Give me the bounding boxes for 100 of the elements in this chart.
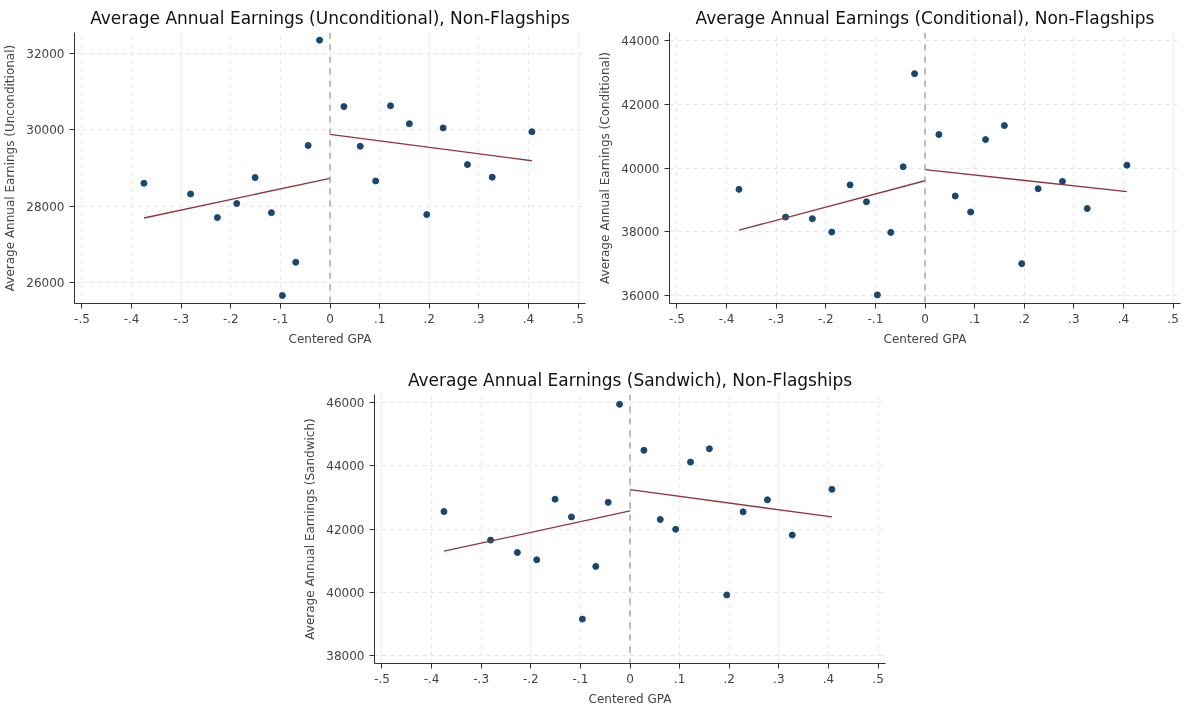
point xyxy=(592,562,600,570)
chart-title: Average Annual Earnings (Sandwich), Non-Flagships xyxy=(407,369,853,390)
point xyxy=(640,446,648,454)
x-axis-title: Centered GPA xyxy=(588,691,673,706)
x-tick-label: -.2 xyxy=(817,311,834,326)
point xyxy=(656,515,664,523)
x-tick-label: .4 xyxy=(522,311,535,326)
y-tick-label: 44000 xyxy=(326,459,365,474)
point xyxy=(911,70,919,78)
x-tick-label: .2 xyxy=(1018,311,1030,326)
y-tick-label: 30000 xyxy=(26,123,65,138)
x-tick-label: -.3 xyxy=(768,311,785,326)
y-tick-label: 42000 xyxy=(326,522,365,537)
x-tick-label: .5 xyxy=(872,671,884,686)
point xyxy=(899,163,907,171)
point xyxy=(356,142,364,150)
point xyxy=(187,190,195,198)
x-tick-label: 0 xyxy=(326,311,334,326)
x-tick-label: .3 xyxy=(773,671,785,686)
chart-title: Average Annual Earnings (Conditional), Non-Flagships xyxy=(695,7,1155,28)
point xyxy=(440,508,448,516)
point xyxy=(316,36,324,44)
x-axis-title: Centered GPA xyxy=(883,331,968,346)
x-tick-label: -.5 xyxy=(74,311,90,326)
point xyxy=(1000,122,1008,130)
point xyxy=(763,496,771,504)
y-tick-label: 32000 xyxy=(26,46,65,61)
x-axis-title: Centered GPA xyxy=(288,331,373,346)
x-tick-label: -.4 xyxy=(123,311,140,326)
point xyxy=(967,208,975,216)
point xyxy=(887,228,895,236)
chart-title: Average Annual Earnings (Unconditional), Non-Flagships xyxy=(90,7,570,28)
point xyxy=(528,128,536,136)
point xyxy=(372,177,380,185)
point xyxy=(213,214,221,222)
point xyxy=(739,508,747,516)
y-tick-label: 38000 xyxy=(326,649,365,664)
y-tick-label: 40000 xyxy=(326,585,365,600)
point xyxy=(551,495,559,503)
point xyxy=(292,258,300,266)
point xyxy=(439,124,447,132)
x-tick-label: .1 xyxy=(968,311,981,326)
point xyxy=(862,198,870,206)
x-tick-label: -.4 xyxy=(423,671,440,686)
y-axis-title: Average Annual Earnings (Conditional) xyxy=(598,52,613,284)
x-tick-label: -.5 xyxy=(669,311,685,326)
x-tick-label: .3 xyxy=(1068,311,1080,326)
x-tick-label: .3 xyxy=(473,311,485,326)
point xyxy=(604,498,612,506)
point xyxy=(935,131,943,139)
point xyxy=(828,485,836,493)
x-tick-label: .1 xyxy=(373,311,386,326)
point xyxy=(723,591,731,599)
point xyxy=(488,173,496,181)
x-tick-label: -.5 xyxy=(374,671,390,686)
point xyxy=(1123,161,1131,169)
x-tick-label: .2 xyxy=(423,311,435,326)
y-tick-label: 44000 xyxy=(621,33,660,48)
x-tick-label: -.1 xyxy=(272,311,289,326)
point xyxy=(340,103,348,111)
point xyxy=(1034,185,1042,193)
x-tick-label: -.2 xyxy=(222,311,239,326)
point xyxy=(567,513,575,521)
y-axis-title: Average Annual Earnings (Sandwich) xyxy=(303,418,318,640)
x-tick-label: .4 xyxy=(1117,311,1130,326)
x-tick-label: .2 xyxy=(723,671,735,686)
y-tick-label: 26000 xyxy=(26,276,65,291)
x-tick-label: -.3 xyxy=(173,311,190,326)
point xyxy=(578,615,586,623)
point xyxy=(405,120,413,128)
point xyxy=(616,400,624,408)
point xyxy=(846,181,854,189)
point xyxy=(687,458,695,466)
point xyxy=(828,228,836,236)
x-tick-label: .5 xyxy=(572,311,584,326)
point xyxy=(735,185,743,193)
point xyxy=(982,136,990,144)
point xyxy=(267,209,275,217)
point xyxy=(251,174,259,182)
x-tick-label: -.2 xyxy=(522,671,539,686)
y-tick-label: 46000 xyxy=(326,395,365,410)
point xyxy=(951,192,959,200)
x-tick-label: -.1 xyxy=(867,311,884,326)
point xyxy=(873,291,881,299)
point xyxy=(788,531,796,539)
point xyxy=(387,102,395,110)
x-tick-label: .4 xyxy=(822,671,835,686)
point xyxy=(278,291,286,299)
point xyxy=(533,556,541,564)
point xyxy=(672,525,680,533)
x-tick-label: .5 xyxy=(1167,311,1179,326)
y-tick-label: 38000 xyxy=(621,225,660,240)
y-tick-label: 36000 xyxy=(621,289,660,304)
point xyxy=(233,200,241,207)
x-tick-label: .1 xyxy=(673,671,686,686)
point xyxy=(463,161,471,169)
point xyxy=(1018,260,1026,268)
point xyxy=(705,445,713,453)
point xyxy=(1058,177,1066,185)
point xyxy=(423,211,431,219)
